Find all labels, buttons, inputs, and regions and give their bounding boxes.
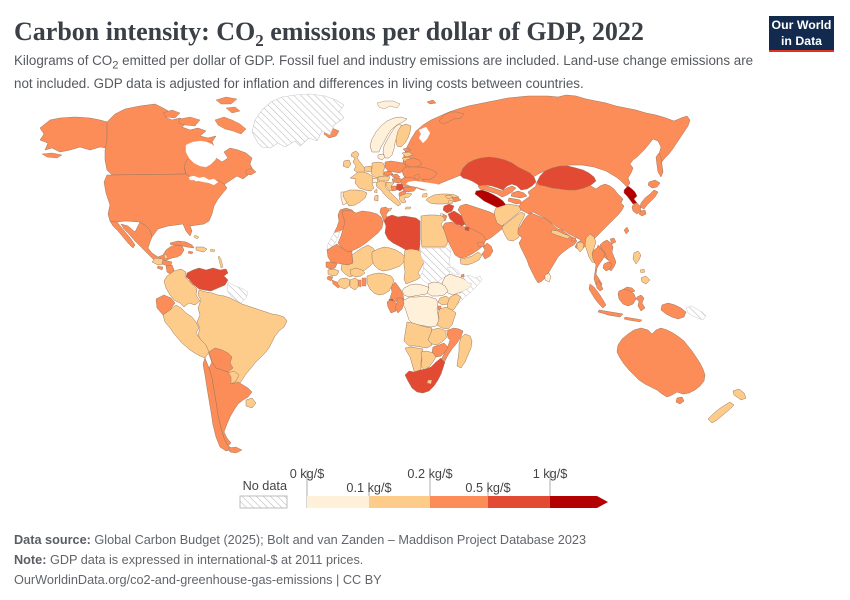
svg-text:No data: No data	[243, 479, 288, 493]
svg-text:0 kg/$: 0 kg/$	[290, 467, 325, 481]
svg-text:0.2 kg/$: 0.2 kg/$	[407, 467, 452, 481]
svg-text:1 kg/$: 1 kg/$	[533, 467, 568, 481]
svg-text:0.5 kg/$: 0.5 kg/$	[465, 481, 510, 495]
svg-text:0.1 kg/$: 0.1 kg/$	[346, 481, 391, 495]
